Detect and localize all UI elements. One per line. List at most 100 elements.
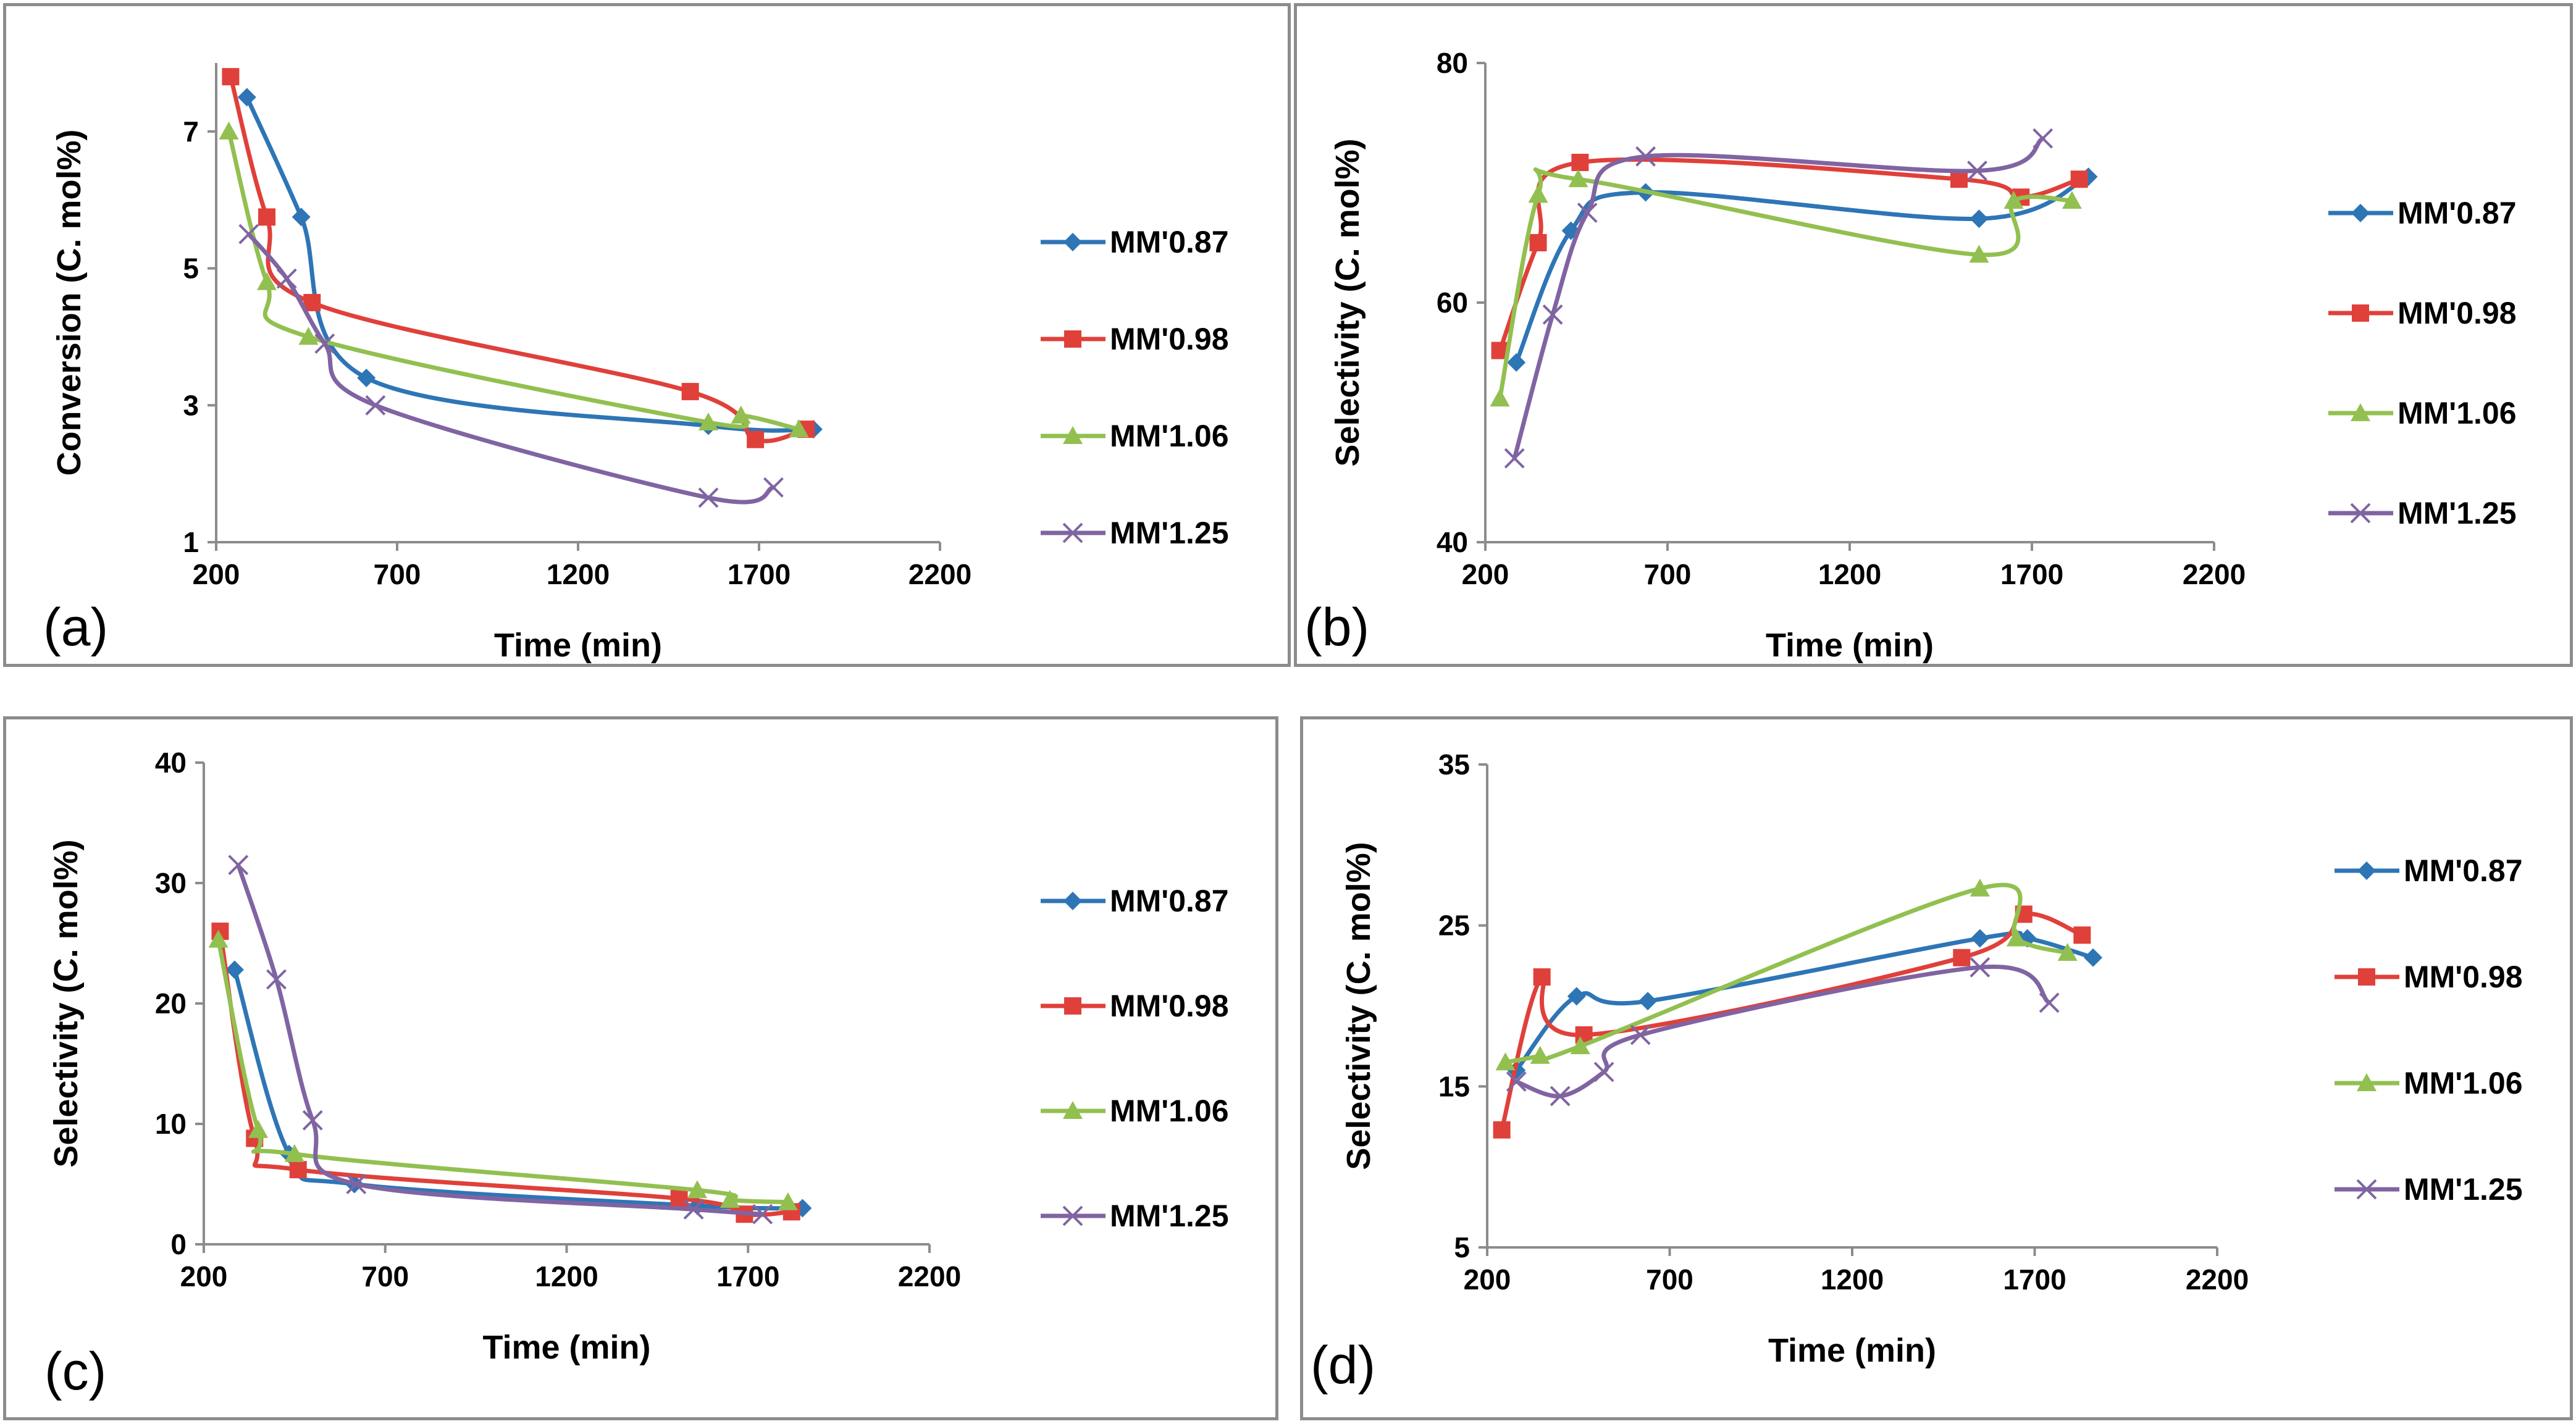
chart-a-panel-label: (a)	[43, 598, 108, 657]
chart-b-legend-label-mm-1-06: MM'1.06	[2398, 396, 2517, 430]
chart-c-point-mm-1-25-5	[752, 1204, 773, 1225]
chart-d-point-mm-1-25-0-stroke-2	[1506, 1071, 1527, 1092]
chart-b-point-mm-0-98-2	[1571, 154, 1589, 172]
chart-c-point-mm-1-25-2-stroke-2	[302, 1110, 323, 1131]
chart-b-series-mm-0-87	[1507, 167, 2098, 372]
chart-c-xtick-label: 2200	[898, 1260, 961, 1292]
chart-panel-d: 5 15 25 35 200 700 1200 1700 2200 Time (min) Selec…	[1300, 716, 2573, 1420]
chart-a-series-mm-1-25	[238, 224, 784, 508]
chart-c-legend-label-mm-0-98: MM'0.98	[1110, 989, 1229, 1023]
chart-a-point-mm-1-25-3-stroke-2	[365, 395, 386, 416]
chart-b-xtick-label: 700	[1644, 558, 1692, 590]
chart-a-y-title: Conversion (C. mol%)	[51, 129, 88, 475]
chart-a-xtick-label: 1700	[728, 558, 791, 590]
chart-b-ytick-label: 60	[1437, 287, 1468, 319]
chart-d-legend-label-mm-0-87: MM'0.87	[2404, 853, 2523, 888]
chart-a-legend-label-mm-0-87: MM'0.87	[1110, 225, 1229, 259]
chart-d-x-title: Time (min)	[1768, 1332, 1936, 1369]
chart-a-point-mm-0-98-1	[258, 208, 276, 226]
chart-b-series-mm-1-06	[1490, 167, 2082, 407]
chart-c-ytick-label: 10	[155, 1108, 187, 1140]
chart-b-xtick-label: 1700	[2000, 558, 2063, 590]
chart-b-point-mm-0-87-0	[1507, 353, 1526, 372]
chart-c-ytick-label: 40	[155, 747, 187, 779]
chart-a-point-mm-1-25-5-stroke-2	[763, 477, 784, 498]
chart-a-point-mm-0-98-4	[747, 430, 765, 448]
chart-b-legend-marker-mm-1-25	[2350, 503, 2371, 524]
chart-b-panel-label: (b)	[1304, 598, 1369, 657]
chart-a-series-mm-0-98	[222, 68, 815, 448]
chart-d-point-mm-1-25-2-stroke-2	[1593, 1062, 1614, 1083]
chart-d-xtick-label: 2200	[2186, 1263, 2249, 1296]
chart-d-point-mm-0-87-1	[1567, 987, 1586, 1006]
chart-c-legend-marker-mm-1-25	[1062, 1205, 1083, 1226]
chart-a-legend-item-mm-0-98: MM'0.98	[1041, 322, 1229, 356]
chart-c-point-mm-1-25-4	[683, 1199, 704, 1220]
chart-b-point-mm-0-87-3	[1970, 209, 1989, 228]
chart-a-series-mm-1-06	[219, 121, 809, 438]
chart-b-point-mm-1-25-0-stroke-2	[1504, 448, 1525, 469]
chart-d-ytick-label: 35	[1438, 748, 1470, 781]
chart-c-xtick-label: 1200	[535, 1260, 598, 1292]
chart-c-legend-label-mm-1-25: MM'1.25	[1110, 1199, 1229, 1233]
chart-b-legend-item-mm-0-87: MM'0.87	[2328, 196, 2517, 230]
chart-a-point-mm-0-98-3	[681, 383, 699, 401]
chart-d-xtick-label: 200	[1464, 1263, 1511, 1296]
chart-b-point-mm-1-25-4	[1967, 161, 1987, 182]
chart-b-point-mm-1-25-5	[2033, 128, 2054, 149]
chart-a-legend-label-mm-0-98: MM'0.98	[1110, 322, 1229, 356]
chart-c-legend-marker-mm-1-25-stroke-2	[1062, 1205, 1083, 1226]
chart-c-point-mm-1-06-0	[208, 929, 229, 948]
chart-b-ytick-label: 40	[1437, 526, 1468, 558]
chart-a-point-mm-1-25-0	[238, 224, 259, 245]
chart-b-point-mm-0-98-3	[1950, 170, 1968, 188]
chart-b-legend-marker-mm-0-87	[2351, 204, 2370, 222]
chart-d-point-mm-1-25-1	[1550, 1086, 1571, 1107]
chart-d-legend-label-mm-1-25: MM'1.25	[2404, 1172, 2523, 1207]
chart-c-legend-label-mm-1-06: MM'1.06	[1110, 1094, 1229, 1128]
chart-d-series-mm-0-98	[1493, 905, 2091, 1139]
chart-a-legend-item-mm-1-25: MM'1.25	[1041, 516, 1229, 550]
chart-c-xtick-label: 700	[361, 1260, 409, 1292]
chart-c-x-title: Time (min)	[482, 1329, 650, 1366]
chart-a-point-mm-1-06-1	[257, 272, 277, 290]
chart-b-point-mm-1-06-4	[2003, 191, 2024, 209]
chart-b-line-mm-0-87	[1514, 174, 2091, 365]
chart-d-legend-item-mm-1-06: MM'1.06	[2335, 1066, 2523, 1100]
chart-c-point-mm-1-25-0	[228, 855, 249, 876]
chart-a-point-mm-1-25-5	[763, 477, 784, 498]
chart-c-point-mm-0-98-2	[289, 1161, 307, 1179]
chart-a-point-mm-1-06-2	[298, 327, 319, 345]
chart-a-point-mm-1-25-2	[314, 333, 335, 354]
chart-c-point-mm-1-25-2	[302, 1110, 323, 1131]
chart-d-ytick-label: 5	[1454, 1231, 1470, 1263]
chart-c-y-title: Selectivity (C. mol%)	[48, 839, 85, 1167]
chart-d-point-mm-0-87-5	[2084, 948, 2103, 967]
chart-d-point-mm-0-87-3	[1970, 929, 1989, 948]
chart-d-y-title: Selectivity (C. mol%)	[1340, 842, 1377, 1170]
chart-d-legend-item-mm-1-25: MM'1.25	[2335, 1172, 2523, 1207]
chart-d-panel-label: (d)	[1311, 1336, 1375, 1395]
chart-b-svg: 40 60 80 200 700 1200 1700 2200 Time (min) Select…	[1304, 47, 2517, 664]
chart-panel-c: 0 10 20 30 40 200 700 1200 1700 2200 Time (min) Sel…	[3, 716, 1278, 1420]
chart-a-legend-marker-mm-1-06	[1063, 426, 1083, 444]
chart-a-point-mm-1-06-5	[789, 419, 809, 438]
chart-b-legend-item-mm-0-98: MM'0.98	[2328, 296, 2517, 330]
chart-c-point-mm-0-87-0	[225, 960, 244, 979]
chart-b-point-mm-0-98-1	[1529, 234, 1547, 251]
chart-d-legend-marker-mm-0-87	[2357, 861, 2376, 880]
chart-c-xtick-label: 200	[180, 1260, 228, 1292]
chart-a-point-mm-1-25-1-stroke-2	[276, 268, 297, 289]
chart-a-legend-label-mm-1-25: MM'1.25	[1110, 516, 1229, 550]
chart-d-legend-marker-mm-1-25	[2356, 1179, 2377, 1200]
chart-a-ytick-label: 5	[183, 253, 199, 285]
chart-c-ytick-label: 0	[170, 1228, 187, 1260]
chart-d-legend-marker-mm-0-98	[2358, 968, 2375, 986]
chart-b-point-mm-1-25-5-stroke-2	[2033, 128, 2054, 149]
chart-b-legend-marker-mm-0-98	[2352, 304, 2369, 322]
chart-d-point-mm-0-98-3	[1953, 949, 1971, 966]
chart-a-ytick-label: 1	[183, 526, 199, 558]
chart-c-legend-marker-mm-1-06	[1063, 1101, 1083, 1119]
chart-c-series-mm-0-87	[225, 960, 812, 1218]
chart-c-point-mm-1-25-3	[346, 1174, 367, 1194]
